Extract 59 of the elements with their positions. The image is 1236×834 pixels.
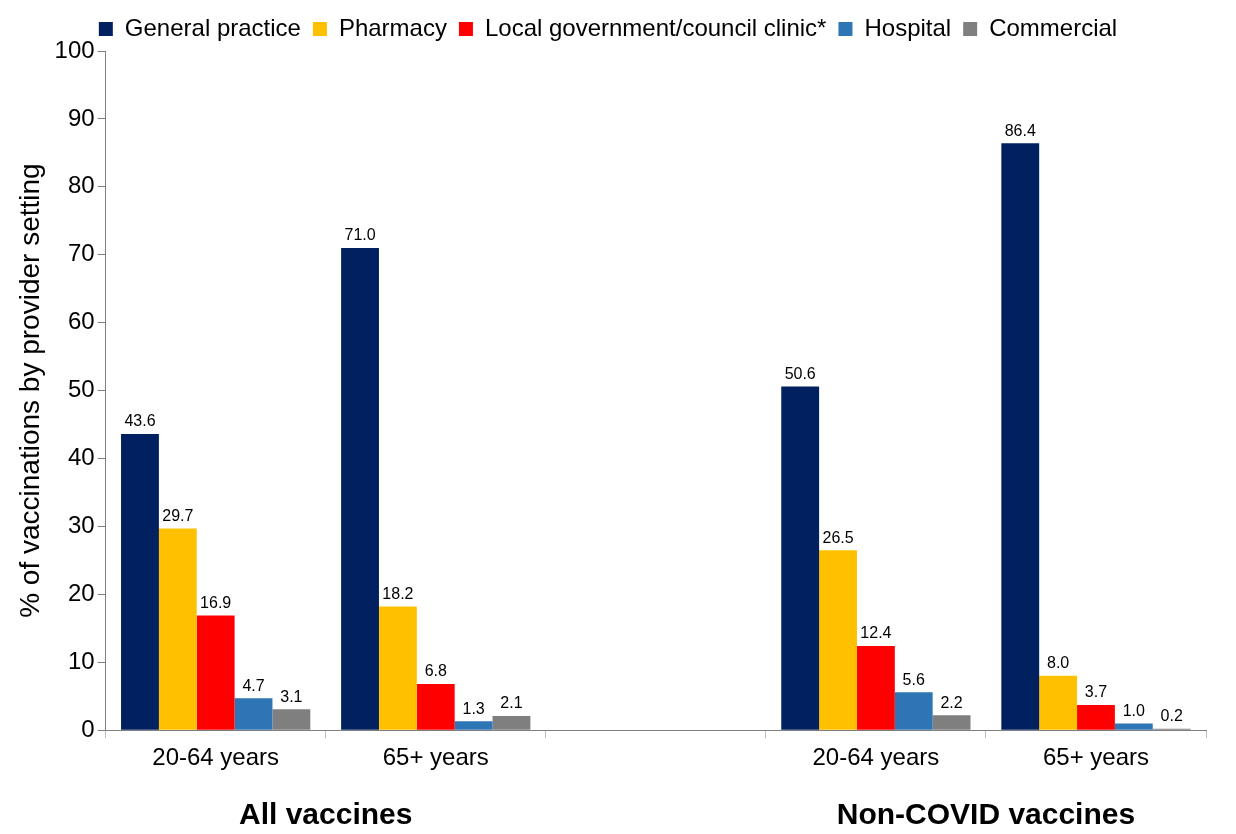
bar <box>856 645 895 730</box>
bar <box>781 386 820 730</box>
bar <box>1039 675 1078 730</box>
text: Non-COVID vaccines <box>836 797 1136 830</box>
data-label: 2.2 <box>940 693 963 711</box>
data-label: 3.1 <box>280 687 303 705</box>
bar <box>196 615 235 730</box>
data-label: 50.6 <box>784 364 816 382</box>
bar <box>234 698 273 730</box>
x-tick-label: 20-64 years <box>152 743 280 771</box>
x-tick-label: 65+ years <box>1042 743 1149 771</box>
data-label: 1.0 <box>1122 701 1146 719</box>
legend-label: Local government/council clinic* <box>484 13 827 41</box>
text: All vaccines <box>239 797 413 830</box>
data-label: 1.3 <box>462 699 485 717</box>
data-label: 4.7 <box>242 676 265 694</box>
y-tick-label: 0 <box>81 714 95 742</box>
legend-label: General practice <box>124 13 301 41</box>
y-tick-label: 30 <box>67 511 95 539</box>
data-label: 43.6 <box>124 412 156 430</box>
y-tick-label: 10 <box>67 646 95 674</box>
y-tick-label: 90 <box>67 103 95 131</box>
data-label: 71.0 <box>344 226 376 244</box>
data-label: 16.9 <box>200 593 232 611</box>
bar <box>1077 705 1115 730</box>
bar <box>819 550 857 730</box>
y-axis-title: % of vaccinations by provider setting <box>13 163 45 618</box>
y-tick-label: 80 <box>67 171 95 199</box>
legend-label: Pharmacy <box>338 13 447 41</box>
bar <box>454 721 493 730</box>
data-label: 0.2 <box>1160 707 1183 725</box>
data-label: 3.7 <box>1084 683 1108 701</box>
legend-label: Commercial <box>989 13 1118 41</box>
bar <box>158 528 197 730</box>
y-tick-label: 70 <box>67 239 95 267</box>
data-label: 12.4 <box>860 624 892 642</box>
y-tick-label: 40 <box>67 443 95 471</box>
bar <box>894 692 933 730</box>
bar <box>378 606 417 730</box>
bar <box>341 247 379 730</box>
y-tick-label: 60 <box>67 307 95 335</box>
data-label: 18.2 <box>382 584 414 602</box>
data-label: 8.0 <box>1046 654 1070 672</box>
data-label: 29.7 <box>162 506 194 524</box>
data-label: 86.4 <box>1004 121 1036 139</box>
x-tick-label: 20-64 years <box>812 743 940 771</box>
data-label: 26.5 <box>822 528 854 546</box>
y-tick-label: 100 <box>54 35 95 63</box>
data-label: 2.1 <box>500 694 523 712</box>
x-tick-label: 65+ years <box>382 743 489 771</box>
data-label: 6.8 <box>424 662 447 680</box>
y-tick-label: 50 <box>67 375 95 403</box>
bar <box>121 434 159 730</box>
y-tick-label: 20 <box>67 578 95 606</box>
bar <box>1001 143 1040 730</box>
bar <box>416 684 455 730</box>
bar <box>1114 723 1153 730</box>
legend-label: Hospital <box>864 13 952 41</box>
data-label: 5.6 <box>902 670 925 688</box>
